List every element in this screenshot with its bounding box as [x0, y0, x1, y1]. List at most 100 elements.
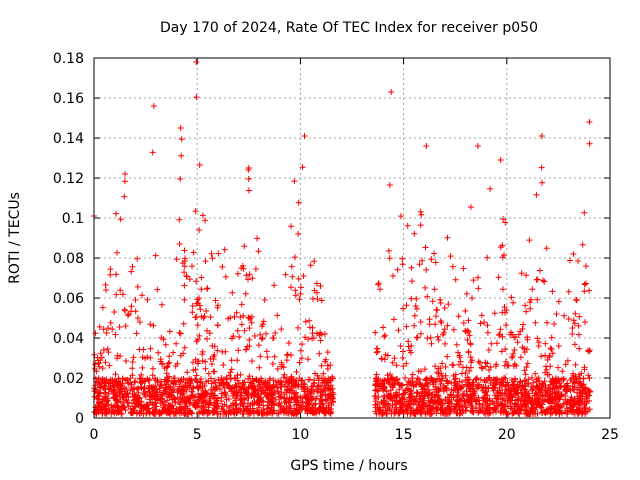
data-point — [296, 407, 303, 414]
data-point — [535, 339, 542, 346]
data-point — [177, 330, 184, 337]
data-point — [549, 400, 555, 407]
data-point — [445, 400, 452, 407]
data-point — [251, 388, 258, 395]
data-point — [186, 409, 193, 415]
data-point — [432, 259, 439, 266]
data-point — [307, 262, 314, 269]
data-point — [238, 301, 245, 308]
data-point — [322, 358, 329, 365]
data-point — [403, 302, 410, 309]
data-point — [196, 410, 202, 417]
data-point — [405, 343, 412, 350]
data-point — [445, 301, 452, 308]
data-point — [586, 348, 593, 355]
data-point — [298, 347, 304, 354]
data-point — [447, 408, 454, 415]
data-point — [168, 403, 175, 410]
data-point — [545, 406, 551, 413]
data-point — [182, 255, 188, 262]
data-point — [463, 290, 470, 297]
data-point — [559, 368, 566, 375]
data-point — [154, 286, 161, 293]
data-point — [587, 389, 593, 395]
data-point — [432, 321, 439, 328]
data-point — [245, 276, 251, 283]
data-point — [209, 390, 216, 397]
data-point — [196, 295, 203, 302]
data-point — [177, 352, 184, 359]
data-point — [112, 407, 119, 414]
data-point — [292, 287, 299, 294]
data-point — [104, 346, 111, 352]
data-point — [144, 401, 151, 408]
data-point — [393, 404, 400, 411]
data-point — [181, 344, 188, 351]
data-point — [470, 277, 477, 284]
data-point — [290, 410, 297, 417]
data-point — [193, 338, 200, 345]
data-point — [475, 274, 481, 281]
data-point — [221, 389, 228, 396]
data-point — [247, 402, 254, 408]
data-point — [231, 390, 238, 397]
data-point — [538, 164, 545, 171]
data-point — [575, 331, 582, 338]
axis-ticks: 0 0.02 0.04 0.06 0.08 0.1 0.12 0.14 0.16 0.18 0 5 10… — [53, 51, 619, 443]
data-point — [406, 347, 413, 354]
data-point — [234, 327, 241, 334]
data-point — [409, 375, 415, 382]
data-point — [387, 371, 394, 378]
data-point — [203, 308, 210, 314]
data-point — [105, 349, 112, 356]
data-point — [414, 375, 421, 382]
data-point — [492, 363, 499, 370]
data-point — [113, 271, 120, 278]
data-point — [129, 359, 136, 365]
data-point — [502, 346, 509, 353]
data-point — [181, 247, 188, 254]
data-point — [302, 318, 309, 325]
data-point — [448, 386, 455, 393]
data-point — [533, 191, 540, 198]
data-point — [419, 399, 426, 406]
data-point — [228, 357, 235, 364]
data-point — [139, 292, 145, 299]
data-point — [431, 386, 437, 393]
data-point — [418, 211, 425, 218]
data-point — [135, 389, 142, 396]
data-point — [245, 176, 252, 182]
data-point — [529, 286, 536, 293]
data-point — [155, 349, 162, 356]
data-point — [309, 335, 316, 342]
data-point — [151, 375, 158, 382]
data-point — [99, 304, 106, 311]
data-point — [207, 314, 214, 321]
data-point — [183, 273, 190, 280]
data-point — [465, 349, 472, 356]
data-point — [501, 391, 508, 398]
data-point — [388, 89, 395, 95]
data-point — [513, 384, 520, 391]
data-point — [417, 396, 423, 403]
data-point — [202, 217, 209, 224]
data-point — [475, 358, 482, 365]
data-point — [549, 405, 556, 412]
data-point — [521, 386, 528, 393]
data-point — [196, 302, 203, 309]
data-point — [434, 375, 441, 382]
data-point — [542, 352, 549, 359]
data-point — [202, 387, 209, 394]
data-point — [372, 395, 379, 402]
data-point — [397, 382, 404, 389]
data-point — [305, 356, 311, 363]
data-point — [139, 364, 146, 371]
data-point — [462, 381, 469, 388]
data-point — [166, 394, 173, 401]
data-point — [105, 401, 112, 408]
data-point — [124, 312, 131, 319]
data-point — [384, 372, 391, 379]
x-tick-label: 20 — [498, 427, 516, 443]
data-point — [385, 247, 392, 254]
data-point — [476, 408, 482, 415]
